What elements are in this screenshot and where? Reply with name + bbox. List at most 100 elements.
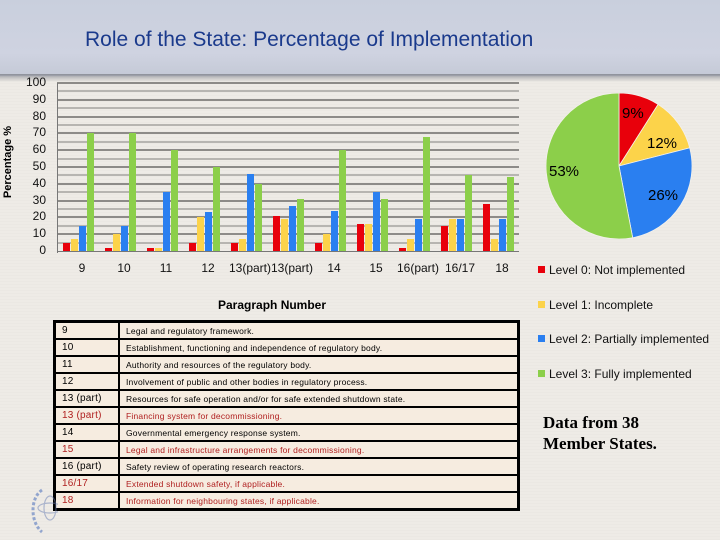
legend-swatch-green-icon [538,370,545,378]
bar-1 [155,247,162,251]
paragraph-description-cell: Governmental emergency response system. [118,423,520,442]
gridline [57,98,519,101]
paragraph-description-cell: Resources for safe operation and/or for … [118,389,520,408]
legend-item-level0: Level 0: Not implemented [538,263,685,277]
gridline [57,132,519,135]
paragraph-number-cell: 18 [53,491,120,511]
legend-label: Level 0: Not implemented [549,263,686,277]
pie-label-level1: 12% [647,135,678,152]
gridline [57,166,519,168]
x-axis-line [57,251,519,252]
pie-slice-level3 [546,93,634,239]
y-tick-label: 50 [32,159,46,173]
bar-1 [323,234,330,251]
pie-label-level3: 53% [549,163,580,180]
table-row: 12 Involvement of public and other bodies… [53,372,520,391]
x-tick-label: 16(part) [396,261,440,275]
paragraph-number-cell: 14 [53,423,120,442]
iaea-logo-icon [31,488,58,534]
gridline [57,157,519,160]
paragraph-number-cell: 16 (part) [53,457,120,476]
x-tick-label: 10 [117,261,131,275]
bar-2 [289,205,296,251]
gridline [57,233,519,236]
table-row: 11 Authority and resources of the regulat… [53,355,520,374]
note-line-1: Data from 38 [543,413,639,432]
gridline [57,90,519,93]
bar-1 [449,219,456,251]
paragraph-number-cell: 12 [53,372,120,391]
gridline [57,140,519,143]
bar-3 [381,198,388,251]
bar-2 [121,225,128,251]
bar-0 [231,242,238,251]
table-row: 9 Legal and regulatory framework. [53,320,520,340]
bar-0 [63,242,70,251]
bar-0 [147,247,154,251]
legend-item-level3: Level 3: Fully implemented [538,367,692,381]
legend-item-level2: Level 2: Partially implemented [538,332,709,346]
y-tick-label: 20 [32,209,46,224]
bar-2 [247,173,254,251]
x-tick-label: 13(part) [270,261,314,275]
paragraph-description-cell: Legal and infrastructure arrangements fo… [118,440,520,459]
y-tick-label: 30 [32,192,46,207]
gridline [57,174,519,177]
slide-header [0,0,720,76]
table-row: 13 (part) Resources for safe operation an… [53,389,520,408]
legend-item-level1: Level 1: Incomplete [538,298,653,312]
bar-1 [71,239,78,251]
bar-2 [163,192,170,251]
bar-3 [87,133,94,251]
pie-label-level2: 26% [648,187,679,204]
bar-2 [499,219,506,251]
bar-0 [315,242,322,251]
y-tick-label: 10 [32,226,46,241]
gridline [57,199,519,202]
bar-2 [415,219,422,251]
bar-chart-plot-area [57,82,519,251]
bar-3 [507,177,514,251]
y-axis-label: Percentage % [2,125,14,199]
paragraph-number-cell: 9 [53,320,120,340]
paragraph-description-cell: Involvement of public and other bodies i… [118,372,520,391]
bar-0 [189,242,196,251]
bar-3 [255,183,262,251]
paragraph-number-cell: 10 [53,338,120,357]
y-tick-label: 0 [39,243,46,257]
bar-3 [171,150,178,251]
note-line-2: Member States. [543,434,657,453]
bar-1 [239,239,246,251]
paragraph-description-cell: Extended shutdown safety, if applicable. [118,474,520,493]
bar-3 [129,133,136,251]
gridline [57,216,519,219]
paragraph-number-cell: 13 (part) [53,389,120,408]
paragraph-description-cell: Legal and regulatory framework. [118,320,520,340]
paragraph-number-cell: 11 [53,355,120,374]
bar-2 [373,192,380,251]
table-row: 13 (part) Financing system for decommissi… [53,406,520,425]
y-tick-label: 60 [32,142,46,157]
x-tick-label: 12 [201,261,215,275]
gridline [57,107,519,110]
gridline [57,191,519,194]
bar-0 [273,215,280,251]
bar-0 [105,247,112,251]
paragraph-number-cell: 15 [53,440,120,459]
x-tick-label: 16/17 [444,261,476,275]
table-row: 10 Establishment, functioning and indepen… [53,338,520,357]
bar-2 [331,210,338,251]
gridline [57,241,519,244]
bar-1 [491,239,498,251]
table-row: 16/17 Extended shutdown safety, if applic… [53,474,520,493]
paragraph-reference-table: 9 Legal and regulatory framework. 10 Establ… [53,320,520,511]
y-tick-label: 100 [25,75,46,89]
bar-2 [79,225,86,251]
bar-3 [423,136,430,251]
table-row: 18 Information for neighbouring states, i… [53,491,520,511]
x-tick-label: 13(part) [228,261,272,275]
legend-swatch-blue-icon [538,335,545,343]
legend-label: Level 3: Fully implemented [549,367,692,381]
x-tick-label: 14 [327,261,341,275]
gridline [57,149,519,152]
